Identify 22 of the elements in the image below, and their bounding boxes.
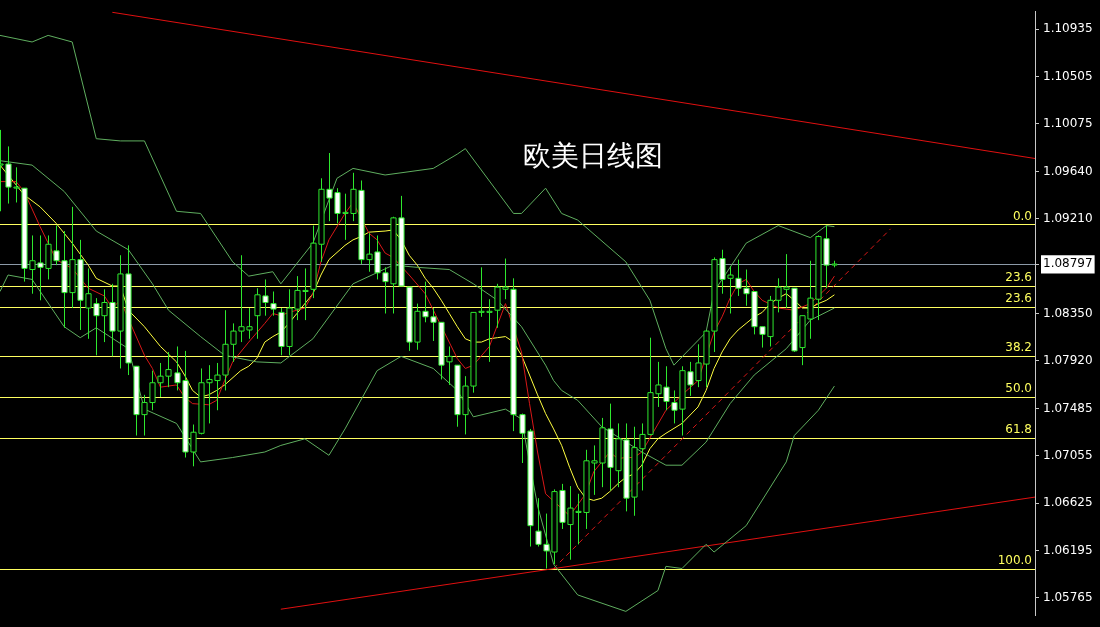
annotation: 50.0 xyxy=(1005,381,1032,396)
y-tick-label: 1.06195 xyxy=(1043,542,1093,557)
y-tick-label: 1.06625 xyxy=(1043,495,1093,510)
text: 欧美日线图 xyxy=(523,139,664,173)
y-tick-label: 1.07055 xyxy=(1043,447,1093,462)
annotation: 61.8 xyxy=(1005,421,1032,436)
annotation: 0.0 xyxy=(1012,208,1032,223)
y-tick-label: 1.10935 xyxy=(1043,21,1093,36)
y-tick-label: 1.07485 xyxy=(1043,400,1093,415)
y-tick-label: 1.08797 xyxy=(1043,256,1093,271)
y-tick-label: 1.07920 xyxy=(1043,352,1093,367)
annotation: 100.0 xyxy=(997,552,1032,567)
y-tick-label: 1.09640 xyxy=(1043,163,1093,178)
y-tick-label: 1.05765 xyxy=(1043,589,1093,604)
candlestick xyxy=(270,291,277,317)
annotation: 38.2 xyxy=(1005,340,1032,355)
annotation: 23.6 xyxy=(1005,270,1032,285)
y-tick-label: 1.10505 xyxy=(1043,68,1093,83)
annotation: 23.6 xyxy=(1005,291,1032,306)
y-tick-label: 1.10075 xyxy=(1043,116,1093,130)
y-tick-label: 1.09210 xyxy=(1043,211,1093,226)
y-tick-label: 1.08350 xyxy=(1043,305,1093,320)
